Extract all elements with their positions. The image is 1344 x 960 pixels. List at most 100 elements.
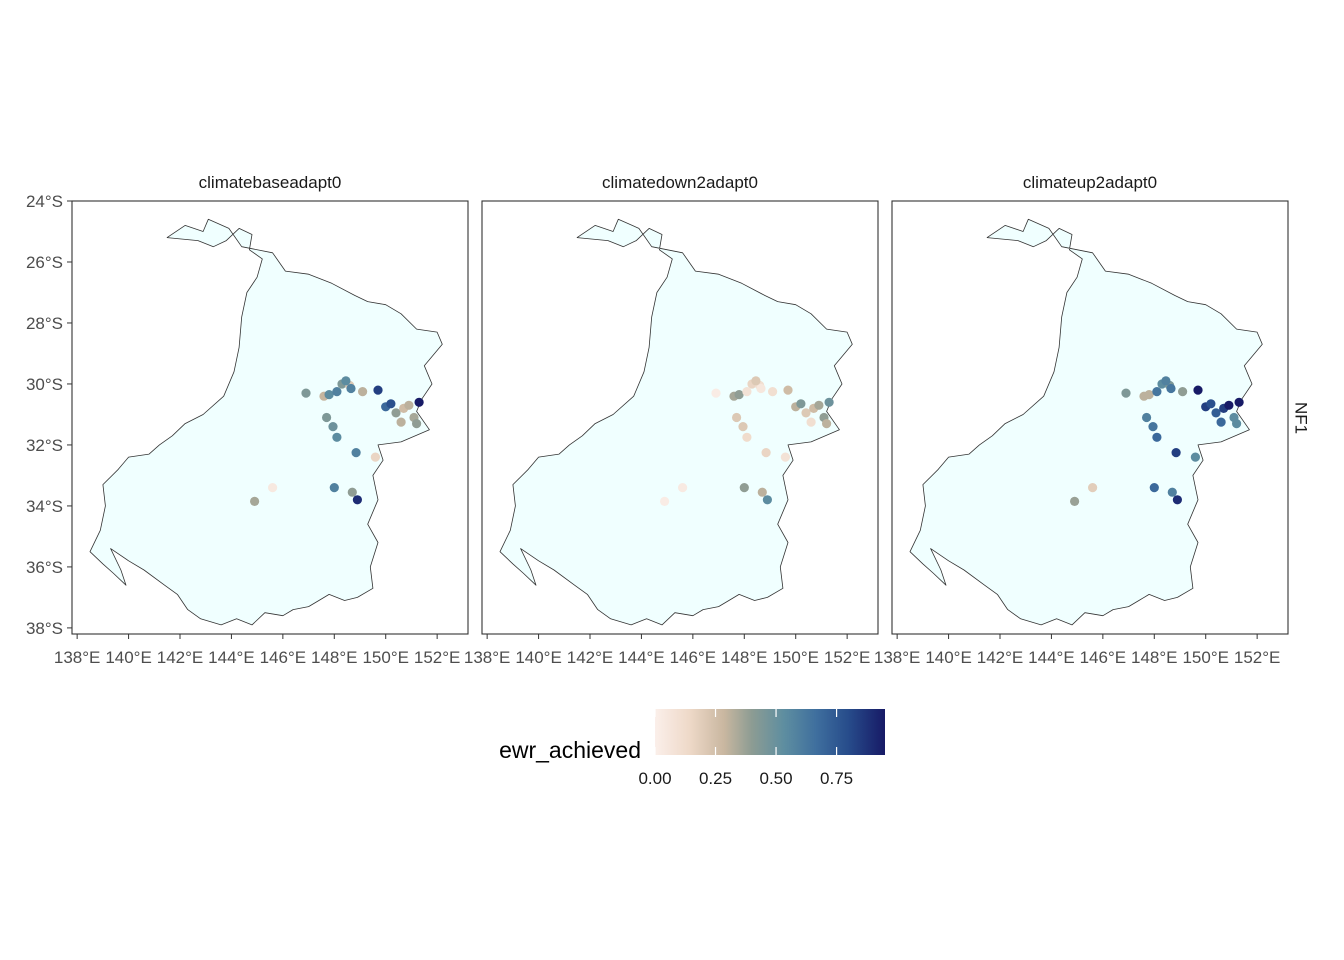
legend-tick-label: 0.25 xyxy=(699,769,732,788)
gauge-point xyxy=(1232,419,1242,429)
y-tick-label: 24°S xyxy=(26,192,63,211)
gauge-point xyxy=(404,400,414,410)
gauge-point xyxy=(783,385,793,395)
gauge-point xyxy=(358,387,368,397)
gauge-point xyxy=(352,495,362,505)
x-tick-label: 148°E xyxy=(721,648,768,667)
gauge-point xyxy=(756,383,766,394)
x-tick-label: 148°E xyxy=(1131,648,1178,667)
y-tick-label: 32°S xyxy=(26,436,63,455)
gauge-point xyxy=(1193,385,1203,395)
panel-border xyxy=(481,200,879,635)
x-tick-label: 138°E xyxy=(54,648,101,667)
gauge-point xyxy=(751,376,761,386)
x-tick-label: 142°E xyxy=(567,648,614,667)
gauge-point xyxy=(396,417,406,427)
gauge-point xyxy=(1224,400,1234,410)
x-tick-label: 138°E xyxy=(874,648,921,667)
x-tick-label: 144°E xyxy=(1028,648,1075,667)
y-tick-label: 38°S xyxy=(26,619,63,638)
x-tick-label: 142°E xyxy=(977,648,1024,667)
legend-title: ewr_achieved xyxy=(499,737,641,763)
x-tick-label: 146°E xyxy=(260,648,307,667)
gauge-point xyxy=(734,390,744,400)
gauge-point xyxy=(738,422,748,432)
basin-polygon xyxy=(89,218,443,626)
gauge-point xyxy=(373,385,383,395)
gauge-point xyxy=(1190,452,1200,462)
gauge-point xyxy=(1206,399,1216,409)
panel-title: climatedown2adapt0 xyxy=(602,173,758,192)
gauge-point xyxy=(301,388,311,398)
x-tick-label: 152°E xyxy=(1234,648,1281,667)
gauge-point xyxy=(1149,483,1159,493)
gauge-point xyxy=(386,399,396,409)
gauge-point xyxy=(351,448,361,458)
gauge-point xyxy=(1144,390,1154,400)
basin-polygon xyxy=(909,218,1263,626)
gauge-point xyxy=(780,452,791,462)
legend-tick-label: 0.50 xyxy=(760,769,793,788)
x-tick-label: 152°E xyxy=(414,648,461,667)
gauge-point xyxy=(742,387,752,397)
gauge-point xyxy=(1161,376,1171,386)
y-axis: 24°S 26°S 28°S 30°S 32°S 34°S 36°S 38°S xyxy=(26,192,72,638)
y-tick-label: 34°S xyxy=(26,497,63,516)
gauge-point xyxy=(1142,412,1152,423)
gauge-point xyxy=(391,408,401,418)
y-tick-label: 36°S xyxy=(26,558,63,577)
map-panel-3: climateup2adapt0 138°E 140°E 142°E 144°E 146°… xyxy=(874,173,1289,667)
x-tick-label: 150°E xyxy=(1182,648,1229,667)
x-tick-label: 144°E xyxy=(618,648,665,667)
panel-border xyxy=(71,200,469,635)
y-tick-label: 30°S xyxy=(26,375,63,394)
legend-tick-label: 0.00 xyxy=(638,769,671,788)
gauge-point xyxy=(678,483,688,493)
gauge-point xyxy=(732,412,742,423)
basin-polygon xyxy=(499,218,853,626)
gauge-point xyxy=(328,422,338,432)
gauge-point xyxy=(824,397,834,407)
gauge-point xyxy=(1234,397,1244,407)
gauge-point xyxy=(1172,495,1182,505)
x-tick-label: 152°E xyxy=(824,648,871,667)
gauge-point xyxy=(757,487,767,497)
gauge-point xyxy=(414,397,424,407)
gauge-point xyxy=(761,448,771,458)
legend-tick-label: 0.75 xyxy=(820,769,853,788)
gauge-point xyxy=(341,376,351,386)
panel-border xyxy=(891,200,1289,635)
x-tick-label: 148°E xyxy=(311,648,358,667)
map-panel-1: climatebaseadapt0 138°E 140°E 142°E 144°E 146… xyxy=(54,173,469,667)
x-tick-label: 140°E xyxy=(925,648,972,667)
gauge-point xyxy=(324,390,334,400)
gauge-point xyxy=(332,387,342,397)
legend-ticks: 0.00 0.25 0.50 0.75 xyxy=(638,709,853,788)
y-tick-label: 28°S xyxy=(26,314,63,333)
gauge-point xyxy=(1121,388,1131,398)
gauge-point xyxy=(250,496,260,506)
x-tick-label: 142°E xyxy=(157,648,204,667)
gauge-point xyxy=(346,383,356,394)
gauge-point xyxy=(660,496,670,506)
gauge-point xyxy=(1166,383,1176,394)
gauge-point xyxy=(822,419,832,429)
gauge-point xyxy=(1152,432,1162,442)
panel-title: climateup2adapt0 xyxy=(1023,173,1157,192)
gauge-point xyxy=(814,400,824,410)
x-tick-label: 150°E xyxy=(772,648,819,667)
gauge-point xyxy=(1171,448,1181,458)
gauge-point xyxy=(739,483,749,493)
gauge-point xyxy=(801,408,811,418)
gauge-point xyxy=(347,487,357,497)
gauge-point xyxy=(796,399,806,409)
gauge-point xyxy=(268,483,278,493)
y-tick-label: 26°S xyxy=(26,253,63,272)
gauge-point xyxy=(768,387,778,397)
gauge-point xyxy=(329,483,339,493)
gauge-point xyxy=(1178,387,1188,397)
x-tick-label: 140°E xyxy=(105,648,152,667)
gauge-point xyxy=(762,495,773,505)
